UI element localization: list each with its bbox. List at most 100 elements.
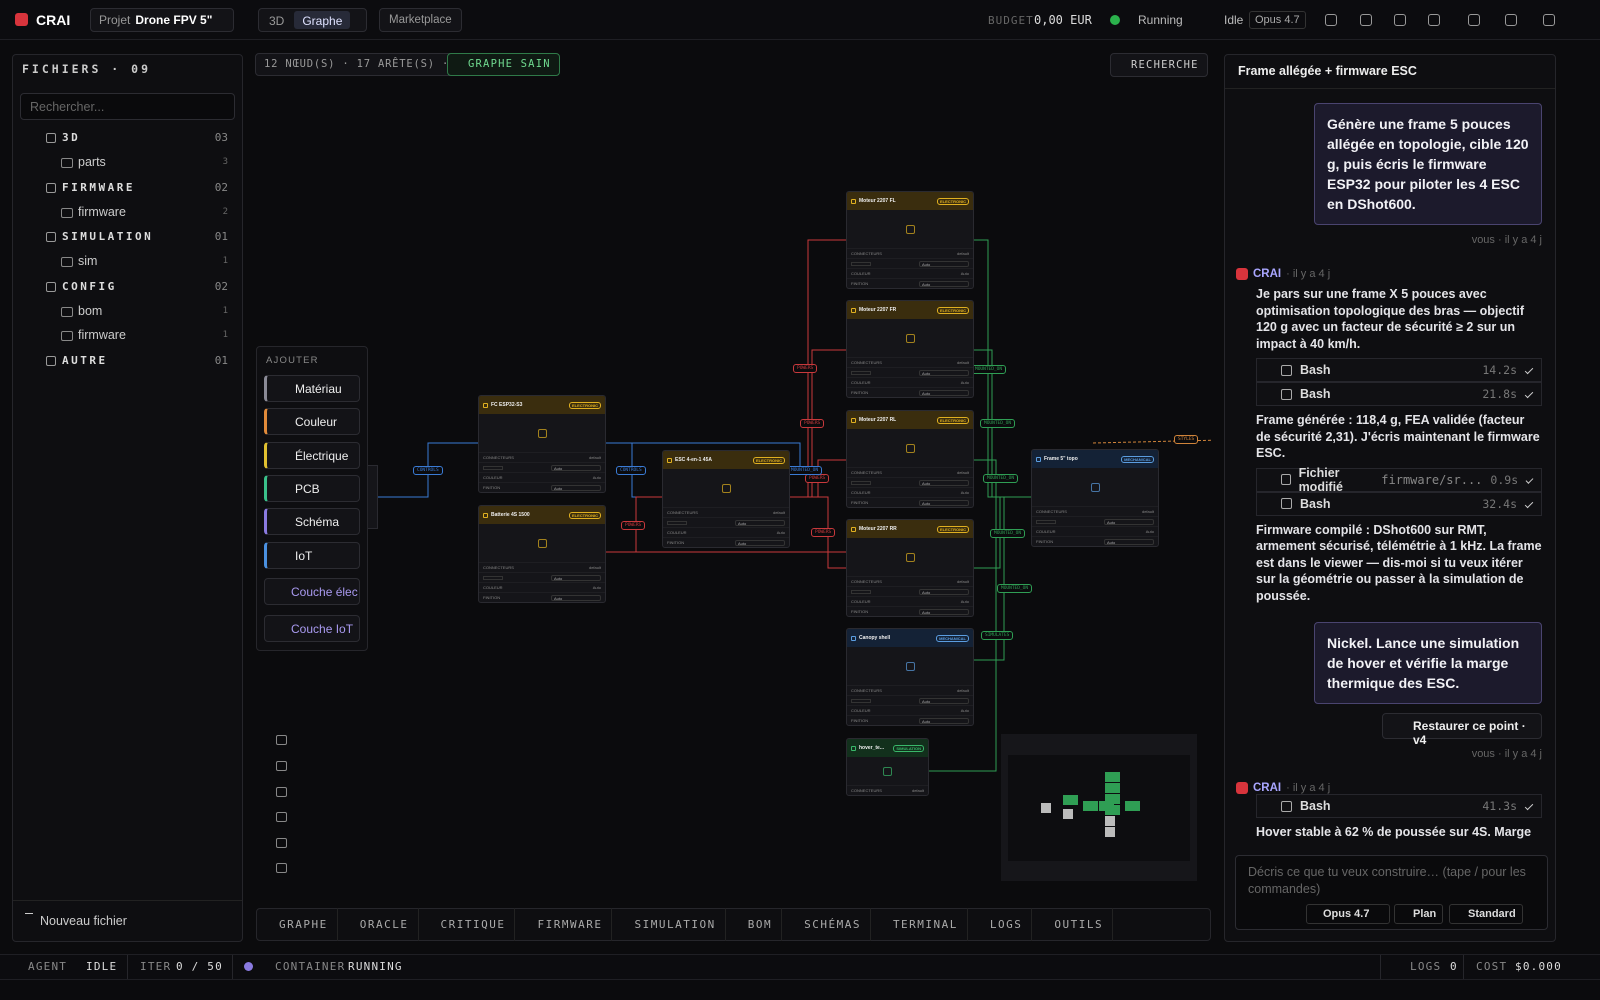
bottom-tab[interactable]: GRAPHE xyxy=(257,908,338,941)
graph-node[interactable]: FC ESP32-S3 ELECTRONIC CONNECTEURS default A… xyxy=(478,395,606,493)
select[interactable]: Auto xyxy=(919,499,969,506)
view-tab[interactable]: 3D xyxy=(269,14,285,28)
bottom-tab[interactable]: SCHÉMAS xyxy=(782,908,871,941)
restore-button[interactable]: Restaurer ce point · v4 xyxy=(1382,713,1542,747)
bottom-tab[interactable]: FIRMWARE xyxy=(515,908,613,941)
tree-group[interactable]: SIMULATION xyxy=(62,230,154,243)
tree-group[interactable]: CONFIG xyxy=(62,279,117,293)
zoom-control[interactable] xyxy=(276,863,287,873)
marketplace[interactable]: Marketplace xyxy=(379,8,462,32)
tool-call[interactable]: Bash 32.4s xyxy=(1256,491,1542,516)
zoom-control[interactable] xyxy=(276,838,287,848)
search-button[interactable]: RECHERCHE xyxy=(1110,53,1208,77)
icon-button[interactable] xyxy=(1428,14,1440,26)
tool-call[interactable]: Bash 41.3s xyxy=(1256,794,1542,818)
bottom-tab[interactable]: LOGS xyxy=(968,908,1033,941)
search-input[interactable]: Rechercher... xyxy=(20,93,235,120)
bottom-tab[interactable]: OUTILS xyxy=(1032,908,1114,941)
icon-button[interactable] xyxy=(1543,14,1555,26)
tree-group[interactable]: 3D xyxy=(62,131,81,144)
tree-item[interactable]: parts xyxy=(78,155,106,169)
tool-call[interactable]: Bash 14.2s xyxy=(1256,358,1542,382)
graph-node[interactable]: Canopy shell MECHANICAL CONNECTEURS default… xyxy=(846,628,974,726)
bottom-tab[interactable]: SIMULATION xyxy=(612,908,726,941)
tool-duration: 0.9s xyxy=(1490,472,1519,487)
layer-item[interactable]: Couche élec xyxy=(264,578,360,605)
chat-input[interactable]: Décris ce que tu veux construire… (tape … xyxy=(1235,855,1548,930)
add-item[interactable]: Couleur xyxy=(264,408,360,436)
graph-node[interactable]: Batterie 4S 1500 ELECTRONIC CONNECTEURS def… xyxy=(478,505,606,603)
node-row: Auto xyxy=(479,572,605,582)
select[interactable]: Auto xyxy=(1104,518,1154,525)
select[interactable]: Auto xyxy=(551,574,601,581)
field: Auto xyxy=(1145,529,1154,534)
select[interactable]: Auto xyxy=(735,519,785,526)
graph-node[interactable]: ESC 4-en-1 45A ELECTRONIC CONNECTEURS defau… xyxy=(662,450,790,548)
mode-button[interactable]: Standard xyxy=(1449,904,1523,924)
select[interactable]: Auto xyxy=(551,484,601,491)
edge xyxy=(929,497,997,772)
tree-item[interactable]: bom xyxy=(78,303,103,318)
select[interactable]: Auto xyxy=(919,369,969,376)
plan-button[interactable]: Plan xyxy=(1394,904,1444,924)
add-item[interactable]: Schéma xyxy=(264,508,360,536)
layer-item[interactable]: Couche IoT xyxy=(264,615,360,642)
tool-call[interactable]: Fichier modifié firmware/sr... 0.9s xyxy=(1256,466,1542,494)
tool-call[interactable]: Bash 21.8s xyxy=(1256,382,1542,406)
tree-item[interactable]: firmware xyxy=(78,328,126,342)
zoom-control[interactable] xyxy=(276,735,287,745)
select[interactable]: Auto xyxy=(551,464,601,471)
input-model[interactable]: Opus 4.7 xyxy=(1306,904,1391,924)
tree-item[interactable]: firmware xyxy=(78,204,126,219)
add-item[interactable]: PCB xyxy=(264,474,360,502)
select[interactable]: Auto xyxy=(919,280,969,287)
icon-button[interactable] xyxy=(1360,14,1372,26)
zoom-control[interactable] xyxy=(276,787,287,797)
node-header: hover_te... SIMULATION xyxy=(847,739,928,757)
graph-node[interactable]: Moteur 2207 FR ELECTRONIC CONNECTEURS defau… xyxy=(846,300,974,398)
field xyxy=(851,370,871,375)
zoom-control[interactable] xyxy=(276,812,287,822)
view-tab[interactable]: Graphe xyxy=(294,11,351,29)
graph-node[interactable]: Frame 5" topo MECHANICAL CONNECTEURS defaul… xyxy=(1031,449,1159,547)
select[interactable]: Auto xyxy=(919,479,969,486)
field: default xyxy=(1141,509,1154,514)
bottom-tab[interactable]: ORACLE xyxy=(338,908,419,941)
new-file[interactable]: Nouveau fichier xyxy=(40,914,127,928)
select[interactable]: Auto xyxy=(919,389,969,396)
tree-group[interactable]: AUTRE xyxy=(62,353,108,367)
zoom-control[interactable] xyxy=(276,761,287,771)
edge xyxy=(1092,439,1212,444)
graph-node[interactable]: Moteur 2207 FL ELECTRONIC CONNECTEURS defau… xyxy=(846,191,974,289)
add-item[interactable]: IoT xyxy=(264,541,360,569)
add-item[interactable]: Matériau xyxy=(264,375,360,402)
select[interactable]: Auto xyxy=(919,717,969,724)
select[interactable]: Auto xyxy=(919,588,969,595)
select[interactable]: Auto xyxy=(1104,538,1154,545)
bottom-tab[interactable]: CRITIQUE xyxy=(419,908,516,941)
graph-node[interactable]: Moteur 2207 RL ELECTRONIC CONNECTEURS defau… xyxy=(846,410,974,508)
minimap-node xyxy=(1105,794,1120,804)
select[interactable]: Auto xyxy=(735,539,785,546)
select[interactable]: Auto xyxy=(551,594,601,601)
tool-duration: 41.3s xyxy=(1482,799,1517,813)
select[interactable]: Auto xyxy=(919,608,969,615)
graph-node[interactable]: hover_te... SIMULATION CONNECTEURS default xyxy=(846,738,929,796)
bottom-tab[interactable]: BOM xyxy=(726,908,783,941)
node-header: Canopy shell MECHANICAL xyxy=(847,629,973,647)
icon-button[interactable] xyxy=(1394,14,1406,26)
tree-group[interactable]: FIRMWARE xyxy=(62,180,135,194)
icon-button[interactable] xyxy=(1468,14,1480,26)
graph-node[interactable]: Moteur 2207 RR ELECTRONIC CONNECTEURS defau… xyxy=(846,519,974,617)
select[interactable]: Auto xyxy=(919,697,969,704)
field: FINITION xyxy=(851,609,869,614)
icon-button[interactable] xyxy=(1325,14,1337,26)
icon-button[interactable] xyxy=(1505,14,1517,26)
field: COULEUR xyxy=(851,599,871,604)
bottom-tab[interactable]: TERMINAL xyxy=(871,908,968,941)
project-button[interactable]: Projet Drone FPV 5" xyxy=(90,8,234,32)
add-item[interactable]: Électrique xyxy=(264,441,360,469)
tree-item[interactable]: sim xyxy=(78,254,98,268)
select[interactable]: Auto xyxy=(919,260,969,267)
node-row: CONNECTEURS default xyxy=(847,785,928,795)
